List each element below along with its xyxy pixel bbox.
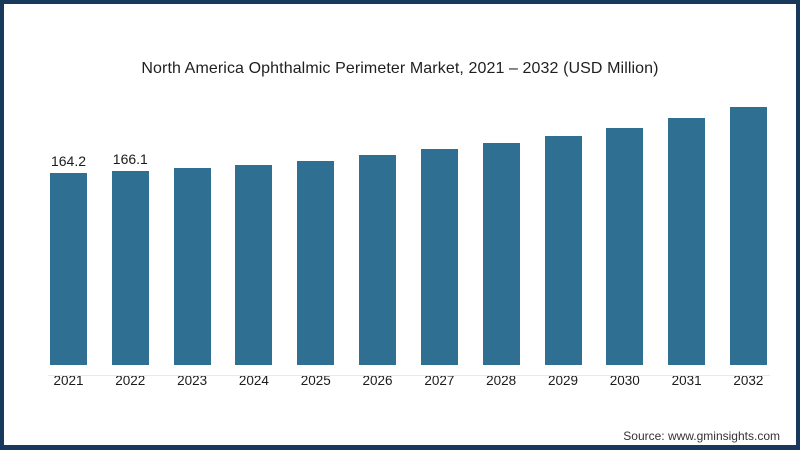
- bar-2028: [482, 143, 520, 365]
- x-axis-line: [48, 375, 770, 376]
- bar-column: 2032: [729, 87, 767, 389]
- bar-2031: [668, 117, 706, 365]
- bar-2021: [50, 173, 87, 365]
- x-axis-tick-label: 2023: [177, 373, 208, 388]
- x-axis-tick-label: 2031: [671, 373, 702, 388]
- x-axis-tick-label: 2025: [300, 373, 331, 388]
- bar-2032: [729, 107, 767, 365]
- x-axis-tick-label: 2021: [53, 373, 84, 388]
- bar-column: 2027: [420, 129, 458, 389]
- x-axis-tick-label: 2028: [486, 373, 517, 388]
- x-axis-tick-label: 2029: [547, 373, 579, 388]
- bar-column: 2026: [359, 135, 397, 389]
- bar-2025: [297, 160, 335, 365]
- bar-column: 2029: [544, 116, 582, 389]
- bar-column: 164.2 2021: [50, 153, 87, 389]
- bar-2023: [173, 168, 211, 365]
- bar-column: 2028: [482, 123, 520, 389]
- x-axis-tick-label: 2026: [362, 373, 393, 388]
- x-axis-tick-label: 2027: [424, 373, 455, 388]
- x-axis-tick-label: 2030: [609, 373, 640, 388]
- bar-2022: [111, 171, 149, 365]
- x-axis-tick-label: 2022: [115, 373, 146, 388]
- bar-column: 2023: [173, 148, 211, 389]
- bar-column: 2031: [668, 98, 706, 389]
- x-axis-tick-label: 2032: [733, 373, 764, 388]
- bar-2026: [359, 155, 397, 365]
- bar-column: 2024: [235, 145, 273, 389]
- bar-value-label: 166.1: [112, 151, 148, 168]
- bar-value-label: 164.2: [50, 153, 87, 170]
- bar-2030: [606, 127, 644, 365]
- bar-column: 166.1 2022: [111, 151, 149, 389]
- bar-chart-plot-area: 164.2 2021 166.1 2022 2023 2024 2025 2026 2027 20…: [50, 87, 767, 389]
- bar-2027: [420, 148, 458, 365]
- bar-column: 2025: [297, 141, 335, 389]
- x-axis-tick-label: 2024: [238, 373, 269, 388]
- bar-2029: [544, 136, 582, 365]
- bar-2024: [235, 164, 273, 365]
- source-credit: Source: www.gminsights.com: [623, 429, 780, 443]
- bar-column: 2030: [606, 108, 644, 389]
- chart-title: North America Ophthalmic Perimeter Marke…: [141, 60, 659, 77]
